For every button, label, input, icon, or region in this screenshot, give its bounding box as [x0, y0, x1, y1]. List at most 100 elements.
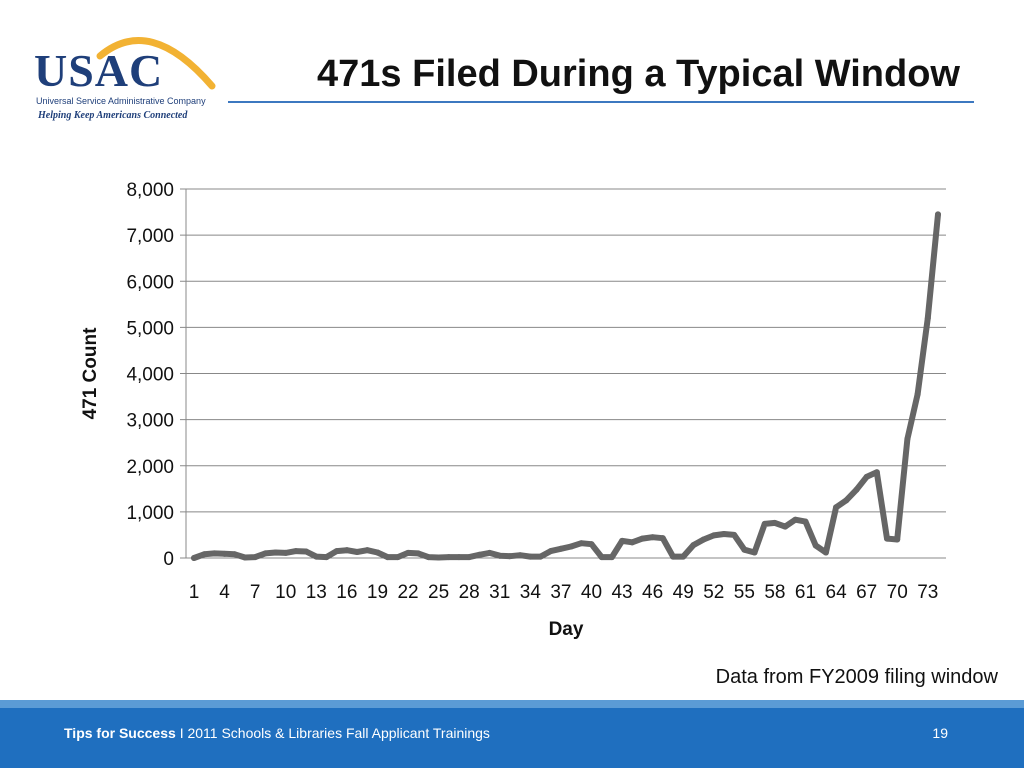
data-point	[221, 550, 228, 557]
data-point	[282, 549, 289, 556]
data-point	[527, 553, 534, 560]
data-point	[313, 553, 320, 560]
x-tick-label: 58	[764, 582, 785, 603]
data-point	[211, 550, 218, 557]
x-tick-label: 31	[489, 582, 510, 603]
data-point	[629, 539, 636, 546]
footer-separator: I	[179, 725, 184, 741]
data-point	[425, 554, 432, 561]
data-point	[710, 532, 717, 539]
data-point	[394, 554, 401, 561]
series-line	[191, 211, 941, 561]
data-point	[445, 554, 452, 561]
x-tick-label: 7	[250, 582, 261, 603]
data-point	[272, 549, 279, 556]
data-point	[364, 547, 371, 554]
x-tick-label: 55	[734, 582, 755, 603]
data-point	[323, 554, 330, 561]
data-point	[741, 546, 748, 553]
y-tick-label: 7,000	[126, 226, 174, 247]
data-point	[578, 540, 585, 547]
data-point	[333, 548, 340, 555]
data-point	[476, 551, 483, 558]
data-point	[619, 537, 626, 544]
x-tick-label: 28	[459, 582, 480, 603]
data-point	[517, 552, 524, 559]
x-tick-label: 73	[917, 582, 938, 603]
data-point	[670, 553, 677, 560]
data-point	[853, 486, 860, 493]
data-point	[873, 469, 880, 476]
data-point	[292, 548, 299, 555]
x-tick-label: 16	[336, 582, 357, 603]
data-point	[588, 541, 595, 548]
x-tick-label: 4	[219, 582, 230, 603]
data-point	[639, 535, 646, 542]
data-point	[241, 554, 248, 561]
x-tick-label: 13	[306, 582, 327, 603]
footer-bar: Tips for Success I 2011 Schools & Librar…	[0, 708, 1024, 768]
footer-accent-bar	[0, 700, 1024, 708]
data-point	[659, 535, 666, 542]
logo-tagline: Helping Keep Americans Connected	[38, 110, 188, 121]
data-point	[680, 553, 687, 560]
data-point	[537, 553, 544, 560]
data-point	[761, 520, 768, 527]
data-point	[496, 552, 503, 559]
data-point	[843, 497, 850, 504]
data-point	[894, 536, 901, 543]
source-note: Data from FY2009 filing window	[715, 666, 998, 688]
data-point	[557, 545, 564, 552]
data-point	[568, 543, 575, 550]
line-chart: 0 1,000 2,000 3,000 4,000 5,000 6,000 7,000 8,00…	[80, 180, 946, 640]
y-tick-label: 5,000	[126, 318, 174, 339]
data-point	[384, 554, 391, 561]
data-point	[935, 211, 941, 218]
data-point	[303, 548, 310, 555]
data-point	[506, 553, 513, 560]
y-tick-label: 1,000	[126, 503, 174, 524]
x-tick-label: 46	[642, 582, 663, 603]
data-point	[191, 555, 197, 561]
slide-title: 471s Filed During a Typical Window	[317, 53, 960, 95]
x-tick-label: 67	[856, 582, 877, 603]
x-tick-label: 52	[703, 582, 724, 603]
data-point	[782, 523, 789, 530]
x-tick-label: 34	[520, 582, 542, 603]
y-tick-label: 0	[163, 549, 174, 570]
data-point	[720, 531, 727, 538]
data-point	[252, 554, 259, 561]
x-tick-label: 25	[428, 582, 449, 603]
data-point	[863, 473, 870, 480]
x-tick-label: 49	[673, 582, 694, 603]
y-tick-label: 6,000	[126, 272, 174, 293]
x-tick-label: 61	[795, 582, 816, 603]
x-tick-label: 1	[189, 582, 200, 603]
logo-wordmark: USAC	[34, 45, 164, 96]
data-point	[435, 554, 442, 561]
y-tick-label: 8,000	[126, 180, 174, 201]
x-tick-label: 40	[581, 582, 602, 603]
data-point	[700, 536, 707, 543]
x-tick-label: 19	[367, 582, 388, 603]
data-point	[486, 549, 493, 556]
data-point	[598, 554, 605, 561]
footer-event: 2011 Schools & Libraries Fall Applicant …	[187, 725, 490, 741]
data-point	[374, 549, 381, 556]
data-point	[771, 519, 778, 526]
footer-text: Tips for Success I 2011 Schools & Librar…	[64, 725, 490, 741]
logo-arc-icon	[96, 37, 216, 90]
data-point	[343, 547, 350, 554]
x-axis-label: Day	[549, 619, 584, 640]
y-tick-label: 2,000	[126, 457, 174, 478]
data-point	[466, 554, 473, 561]
data-point	[822, 549, 829, 556]
x-tick-label: 43	[611, 582, 632, 603]
data-point	[792, 516, 799, 523]
x-tick-label: 10	[275, 582, 296, 603]
x-tick-label: 64	[826, 582, 848, 603]
data-point	[884, 535, 891, 542]
usac-logo: USAC Universal Service Administrative Co…	[30, 28, 220, 128]
y-tick-label: 3,000	[126, 411, 174, 432]
data-point	[649, 534, 656, 541]
